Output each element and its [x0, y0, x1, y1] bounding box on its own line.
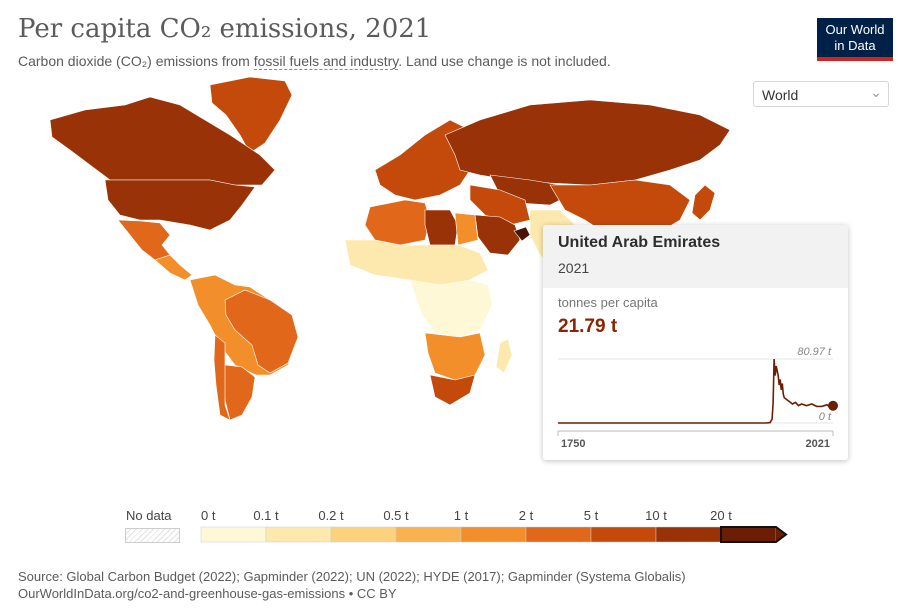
tooltip-header [543, 225, 848, 288]
no-data-swatch[interactable] [125, 528, 180, 543]
map-region-south-africa[interactable] [429, 374, 476, 406]
map-region-libya[interactable] [424, 209, 459, 246]
spark-min-label: 0 t [819, 411, 832, 423]
legend-label-5: 2 t [519, 508, 534, 523]
tooltip-sparkline: 80.97 t 0 t 1750 2021 [557, 346, 838, 450]
legend-label-8: 20 t [710, 508, 732, 523]
map-region-central-africa[interactable] [409, 279, 493, 338]
legend-bin-7[interactable] [655, 526, 722, 543]
logo-line-1: Our World [825, 22, 885, 37]
spark-end-year: 2021 [806, 438, 830, 450]
legend-bin-1[interactable] [265, 526, 332, 543]
legend-bin-2[interactable] [330, 526, 397, 543]
world-map[interactable] [30, 75, 750, 420]
spark-start-year: 1750 [561, 438, 585, 450]
legend-label-0: 0 t [201, 508, 216, 523]
subtitle-link[interactable]: fossil fuels and industry [253, 53, 399, 70]
legend-bin-3[interactable] [395, 526, 462, 543]
logo-line-2: in Data [834, 38, 876, 53]
map-region-russia[interactable] [444, 99, 731, 186]
tooltip-value: 21.79 t [558, 316, 618, 337]
region-select-value: World [762, 87, 799, 103]
no-data-label: No data [126, 508, 172, 523]
map-region-greenland[interactable] [209, 76, 293, 154]
legend-label-6: 5 t [584, 508, 599, 523]
legend-bin-4[interactable] [460, 526, 527, 543]
legend-bin-6[interactable] [590, 526, 657, 543]
legend-label-3: 0.5 t [383, 508, 409, 523]
legend-label-7: 10 t [645, 508, 667, 523]
map-region-middle-east[interactable] [469, 184, 531, 226]
map-region-southern-africa[interactable] [424, 332, 486, 381]
spark-endpoint [828, 400, 838, 411]
map-region-central-america[interactable] [154, 254, 193, 281]
owid-logo[interactable]: Our World in Data [817, 18, 893, 61]
map-region-brazil[interactable] [224, 289, 299, 374]
subtitle-suffix: . Land use change is not included. [398, 53, 611, 69]
map-region-uae[interactable] [513, 226, 531, 242]
map-region-north-africa[interactable] [364, 199, 431, 246]
map-region-mexico[interactable] [117, 219, 171, 261]
map-region-united-states[interactable] [104, 179, 256, 231]
source-url[interactable]: OurWorldInData.org/co2-and-greenhouse-ga… [18, 586, 397, 601]
tooltip-country: United Arab Emirates [558, 234, 721, 251]
source-footer: Source: Global Carbon Budget (2022); Gap… [18, 568, 686, 602]
map-region-egypt[interactable] [454, 212, 479, 246]
legend-label-4: 1 t [454, 508, 469, 523]
subtitle-prefix: Carbon dioxide (CO₂) emissions from [18, 53, 254, 69]
map-region-chile[interactable] [213, 334, 231, 420]
spark-max-label: 80.97 t [797, 346, 832, 358]
chevron-down-icon: ⌄ [870, 84, 882, 100]
legend-label-1: 0.1 t [253, 508, 279, 523]
legend-bin-8[interactable] [720, 526, 777, 543]
legend-highlight [720, 526, 788, 543]
chart-subtitle: Carbon dioxide (CO₂) emissions from foss… [18, 53, 611, 70]
map-region-canada[interactable] [49, 96, 276, 186]
tooltip-year: 2021 [558, 260, 590, 276]
spark-line [558, 358, 834, 424]
map-region-madagascar[interactable] [495, 338, 513, 374]
legend-bin-0[interactable] [200, 526, 267, 543]
map-region-sahel[interactable] [344, 239, 489, 286]
region-select[interactable]: World ⌄ [753, 81, 889, 107]
color-legend[interactable]: 0 t 0.1 t 0.2 t 0.5 t 1 t 2 t 5 t 10 t 20 t [0, 505, 911, 550]
map-region-saudi-arabia[interactable] [474, 214, 521, 256]
legend-arrow [776, 527, 786, 542]
source-text: Source: Global Carbon Budget (2022); Gap… [18, 569, 686, 584]
legend-bin-5[interactable] [525, 526, 592, 543]
tooltip-unit: tonnes per capita [558, 295, 658, 310]
legend-label-2: 0.2 t [318, 508, 344, 523]
chart-title: Per capita CO₂ emissions, 2021 [18, 14, 432, 44]
map-region-japan[interactable] [691, 184, 716, 221]
country-tooltip: United Arab Emirates 2021 tonnes per cap… [543, 225, 848, 460]
